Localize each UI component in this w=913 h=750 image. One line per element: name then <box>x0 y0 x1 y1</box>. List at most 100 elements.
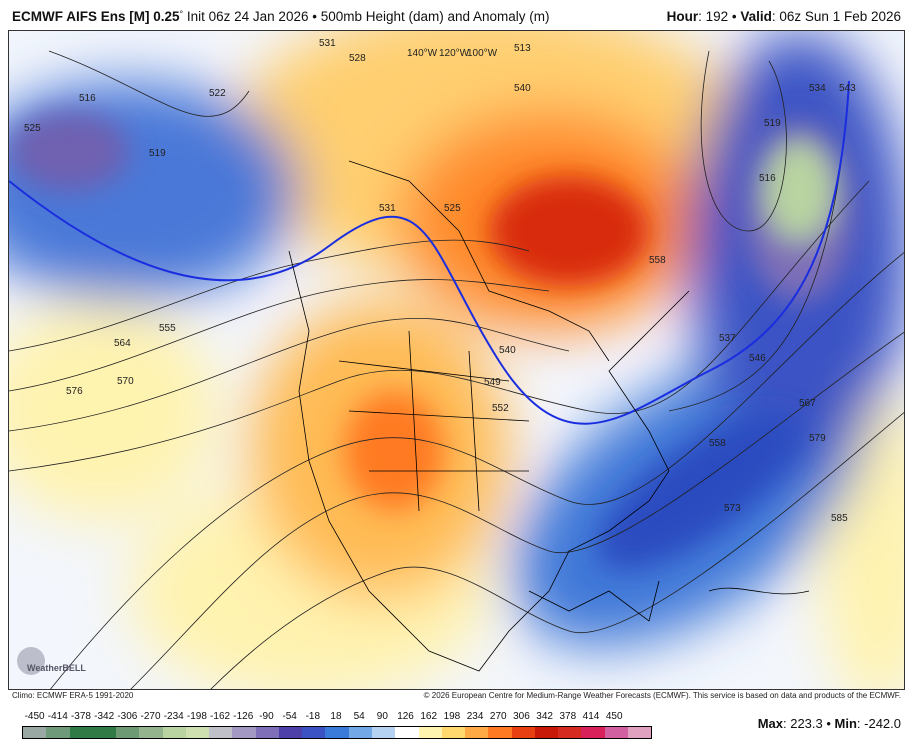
colorbar-tick: -18 <box>305 711 321 722</box>
540-contour <box>9 80 850 425</box>
svg-text:567: 567 <box>799 398 816 409</box>
colorbar-swatch <box>627 727 652 738</box>
valid-time: : 06z Sun 1 Feb 2026 <box>771 9 901 24</box>
svg-text:564: 564 <box>114 338 131 349</box>
colorbar-tick: 54 <box>353 711 365 722</box>
svg-text:540: 540 <box>499 345 516 356</box>
colorbar-swatch <box>209 727 233 738</box>
colorbar-tick: 306 <box>513 711 530 722</box>
colorbar-swatch <box>395 727 419 738</box>
colorbar-tick: -126 <box>233 711 254 722</box>
colorbar-swatch <box>348 727 372 738</box>
colorbar-tick: -414 <box>47 711 68 722</box>
colorbar-tick: -198 <box>186 711 207 722</box>
colorbar-tick: 450 <box>605 711 623 722</box>
svg-text:579: 579 <box>809 433 826 444</box>
colorbar-tick: -54 <box>282 711 297 722</box>
svg-text:WeatherBELL: WeatherBELL <box>27 663 86 673</box>
svg-text:525: 525 <box>444 203 461 214</box>
colorbar-swatch <box>278 727 303 738</box>
svg-text:552: 552 <box>492 403 509 414</box>
colorbar-swatch <box>69 727 93 738</box>
colorbar-swatch <box>534 727 559 738</box>
forecast-hour: : 192 • <box>698 9 741 24</box>
colorbar-tick: -342 <box>94 711 115 722</box>
colorbar-swatch <box>371 727 396 738</box>
colorbar-swatch <box>255 727 279 738</box>
colorbar-tick: -162 <box>210 711 231 722</box>
colorbar-swatch <box>465 727 489 738</box>
svg-text:519: 519 <box>764 118 781 129</box>
svg-text:519: 519 <box>149 148 166 159</box>
colorbar-swatch <box>604 727 628 738</box>
forecast-map: 531 528 522 516 525 519 555 564 570 576 … <box>8 30 905 690</box>
model-title: ECMWF AIFS Ens [M] 0.25 <box>12 9 180 24</box>
colorbar-tick: -270 <box>140 711 161 722</box>
coastlines <box>288 160 810 672</box>
colorbar-swatch <box>302 727 326 738</box>
colorbar-swatch <box>418 727 442 738</box>
svg-text:100°W: 100°W <box>467 48 498 59</box>
header: ECMWF AIFS Ens [M] 0.25° Init 06z 24 Jan… <box>12 9 901 24</box>
svg-text:522: 522 <box>209 88 226 99</box>
contour-labels: 531 528 522 516 525 519 555 564 570 576 … <box>24 38 856 524</box>
svg-text:546: 546 <box>749 353 766 364</box>
svg-text:540: 540 <box>514 83 531 94</box>
svg-text:140°W: 140°W <box>407 48 438 59</box>
colorbar-swatch <box>558 727 582 738</box>
colorbar-tick: 18 <box>330 711 342 722</box>
svg-text:528: 528 <box>349 53 366 64</box>
colorbar-tick: -90 <box>259 711 274 722</box>
colorbar-tick: -306 <box>117 711 138 722</box>
max-min-readout: Max: 223.3 • Min: -242.0 <box>757 716 901 731</box>
colorbar-tick: -450 <box>24 711 45 722</box>
svg-text:531: 531 <box>319 38 336 49</box>
colorbar-swatch <box>116 727 140 738</box>
svg-text:570: 570 <box>117 376 134 387</box>
svg-text:534: 534 <box>809 83 826 94</box>
colorbar-tick: 342 <box>536 711 553 722</box>
svg-text:525: 525 <box>24 123 41 134</box>
colorbar-tick: 162 <box>420 711 438 722</box>
svg-text:576: 576 <box>66 386 83 397</box>
colorbar-swatch <box>511 727 535 738</box>
svg-text:558: 558 <box>649 255 666 266</box>
weatherbell-logo: WeatherBELL <box>17 647 86 675</box>
colorbar-swatch <box>162 727 186 738</box>
colorbar-tick: -234 <box>163 711 184 722</box>
colorbar-tick: 126 <box>397 711 414 722</box>
svg-text:573: 573 <box>724 503 741 514</box>
svg-text:513: 513 <box>514 43 531 54</box>
svg-text:558: 558 <box>709 438 726 449</box>
svg-text:543: 543 <box>839 83 856 94</box>
svg-text:585: 585 <box>831 513 848 524</box>
colorbar-swatch <box>488 727 512 738</box>
colorbar-ticks: -450 -414 -378 -342 -306 -270 -234 -198 -162 -126… <box>22 711 652 723</box>
svg-text:516: 516 <box>759 173 776 184</box>
colorbar-swatch <box>441 727 466 738</box>
svg-text:120°W: 120°W <box>439 48 470 59</box>
colorbar-swatch <box>92 727 117 738</box>
colorbar-tick: 234 <box>466 711 484 722</box>
colorbar-swatch <box>23 727 47 738</box>
svg-text:531: 531 <box>379 203 396 214</box>
svg-text:555: 555 <box>159 323 176 334</box>
colorbar-tick: -378 <box>70 711 91 722</box>
colorbar-tick: 198 <box>443 711 461 722</box>
colorbar-tick: 414 <box>582 711 600 722</box>
colorbar-tick: 90 <box>376 711 388 722</box>
svg-text:537: 537 <box>719 333 736 344</box>
colorbar-swatch <box>46 727 70 738</box>
credits: Climo: ECMWF ERA-5 1991-2020 © 2026 Euro… <box>12 691 901 700</box>
colorbar-tick: 378 <box>559 711 577 722</box>
colorbar <box>22 726 652 739</box>
colorbar-swatch <box>325 727 349 738</box>
colorbar-swatch <box>581 727 605 738</box>
colorbar-swatch <box>232 727 256 738</box>
svg-text:549: 549 <box>484 377 501 388</box>
colorbar-tick: 270 <box>489 711 507 722</box>
svg-text:516: 516 <box>79 93 96 104</box>
colorbar-swatch <box>185 727 210 738</box>
colorbar-swatch <box>139 727 163 738</box>
init-info: Init 06z 24 Jan 2026 • 500mb Height (dam… <box>183 9 550 24</box>
